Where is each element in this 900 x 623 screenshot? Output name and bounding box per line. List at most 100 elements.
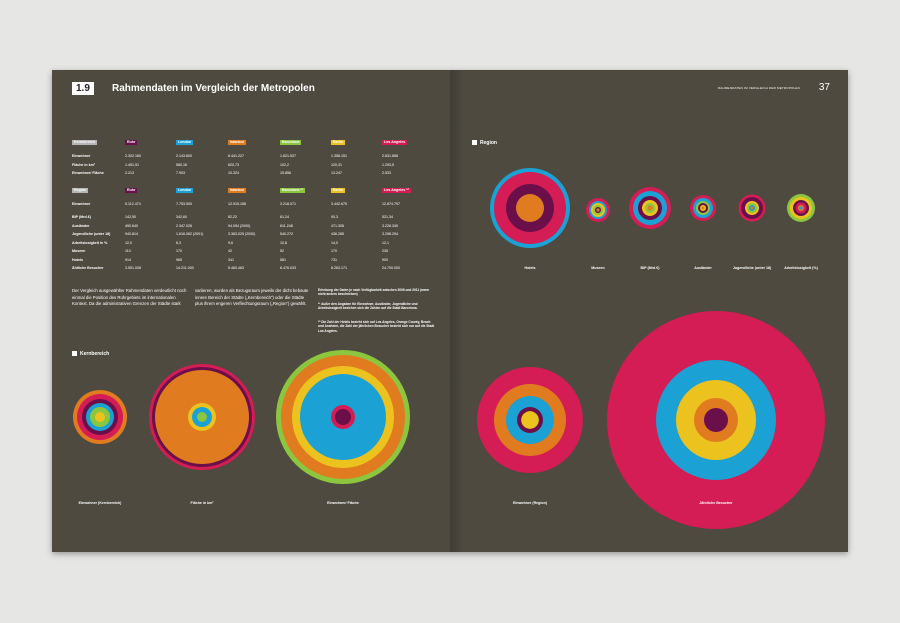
table-cell: 12,1 <box>382 240 389 245</box>
running-head: RAHMENDATEN IM VERGLEICH DER METROPOLEN <box>717 86 800 90</box>
circle-chart-1-1 <box>149 364 255 470</box>
table-cell: 2.213 <box>125 171 134 175</box>
table-cell: 6.441.227 <box>228 154 244 158</box>
table-cell: 12,0 <box>125 240 132 245</box>
table-cell: 10,8 <box>280 240 287 245</box>
table-cell: 521,34 <box>382 215 393 219</box>
table-cell: 2.533 <box>382 171 391 175</box>
section-heading-region-label: Region <box>480 140 497 146</box>
section-heading-region: Region <box>472 140 497 146</box>
ring-istanbul <box>516 194 544 222</box>
table-cell: 52 <box>280 249 284 253</box>
table-row-label: Fläche in km² <box>72 162 95 167</box>
square-icon <box>72 351 77 356</box>
footnote-2: *¹ Außer den Angaben für Einwohner, Ausl… <box>318 302 418 311</box>
table-cell: 611.248 <box>280 223 293 228</box>
city-tag: Los Angeles <box>382 140 408 145</box>
table-cell: 580,16 <box>176 162 187 167</box>
circle-chart-0-2 <box>629 187 671 229</box>
ring-ruhr <box>704 408 728 432</box>
city-tag: London <box>176 140 194 145</box>
body-text-col2: variieren, wurden als Bezugsraum jeweils… <box>195 288 309 307</box>
table-cell: 620,73 <box>228 162 239 167</box>
table-cell: 471.306 <box>331 223 344 228</box>
table-cell: 3.442.675 <box>331 202 347 206</box>
ring-istanbul <box>647 205 653 211</box>
table-cell: 490.640 <box>125 223 138 228</box>
circle-chart-0-4 <box>738 194 766 222</box>
table-group-tag: Region <box>72 188 89 193</box>
table-cell: 235 <box>382 249 388 253</box>
table-cell: 42 <box>228 249 232 253</box>
table-cell: 12.874.797 <box>382 202 400 206</box>
table-cell: 142,50 <box>125 215 136 219</box>
city-tag: Ruhr <box>125 188 138 193</box>
footnote-3: *² Die Zahl der Hotels bezieht sich auf … <box>318 320 435 333</box>
table-row-label: Jugendliche (unter 18) <box>72 232 111 236</box>
city-tag: London <box>176 188 194 193</box>
table-cell: 13.247 <box>331 171 342 175</box>
city-tag: Los Angeles *² <box>382 188 411 193</box>
table-cell: 3.363.025 (2000) <box>228 232 256 236</box>
circle-charts <box>73 168 825 529</box>
ring-barcelona <box>197 412 207 422</box>
city-tag: Istanbul <box>228 140 246 145</box>
table-cell: 8.263.171 <box>331 266 347 270</box>
table-row-label: Ähtliche Besucher <box>72 266 104 270</box>
section-number: 1.9 <box>72 82 94 95</box>
ring-berlin <box>521 411 539 429</box>
circle-chart-label: Fläche in km² <box>190 501 214 505</box>
table-cell: 120,31 <box>331 162 342 167</box>
table-cell: 170 <box>176 249 182 253</box>
table-cell: 3.551.008 <box>125 266 141 270</box>
circle-chart-1-0 <box>73 390 127 444</box>
circle-chart-label: Einwohner/ Fläche <box>327 501 359 505</box>
table-cell: 6,3 <box>176 240 181 245</box>
ring-berlin <box>95 412 105 422</box>
circle-chart-0-0 <box>490 168 570 248</box>
circle-chart-2-1 <box>607 311 825 529</box>
table-cell: 24.700.000 <box>382 266 400 270</box>
table-cell: 7.753.500 <box>176 202 192 206</box>
table-cell: 5.112.474 <box>125 202 141 206</box>
table-cell: 3.298.294 <box>382 232 398 236</box>
table-cell: 731 <box>331 257 337 262</box>
table-cell: 965 <box>176 257 182 262</box>
table-cell: 90,3 <box>331 215 338 219</box>
circle-chart-label: Ausländer <box>694 266 712 270</box>
table-cell: 436.285 <box>331 232 344 236</box>
table-cell: 61,24 <box>280 215 289 219</box>
table-cell: 2.347.026 <box>176 223 192 228</box>
table-cell: 6.476.033 <box>280 266 296 270</box>
ring-istanbul <box>701 206 705 210</box>
table-cell: 14,0 <box>331 240 338 245</box>
table-cell: 110 <box>125 249 131 253</box>
table-cell: 102,2 <box>280 162 289 167</box>
table-cell: 581 <box>280 257 286 262</box>
table-cell: 1.358.151 <box>331 154 347 158</box>
circle-chart-label: Museen <box>591 266 605 270</box>
table-cell: 1.293,5 <box>382 162 394 167</box>
ring-istanbul <box>596 208 600 212</box>
table-cell: 1.616.062 (2001) <box>176 232 204 236</box>
circle-chart-0-3 <box>690 195 716 221</box>
city-tag: Barcelona *¹ <box>280 188 305 193</box>
table-cell: 82,22 <box>228 215 237 219</box>
table-row-label: Museen <box>72 249 86 253</box>
table-row-label: Einwohner/ Fläche <box>72 171 104 175</box>
table-cell: 540.272 <box>280 232 293 236</box>
circle-chart-label: Einwohner (Region) <box>513 501 547 505</box>
table-cell: 2.302.160 <box>125 154 141 158</box>
table-cell: 15.856 <box>280 171 291 175</box>
table-cell: 3.218.071 <box>280 202 296 206</box>
table-cell: 94.094 (2000) <box>228 223 251 228</box>
body-text-col1: Der Vergleich ausgewählter Rahmendaten v… <box>72 288 187 307</box>
table-cell: 2.143.600 <box>176 154 192 158</box>
circle-chart-label: Hotels <box>524 266 536 270</box>
table-cell: 10.324 <box>228 171 239 175</box>
section-heading-kern: Kernbereich <box>72 351 109 357</box>
table-cell: 341 <box>228 257 234 262</box>
circle-chart-label: Einwohner (Kernbereich) <box>78 501 122 505</box>
book-spread: 1.9 Rahmendaten im Vergleich der Metropo… <box>52 70 848 552</box>
table-cell: 5.460.463 <box>228 266 244 270</box>
